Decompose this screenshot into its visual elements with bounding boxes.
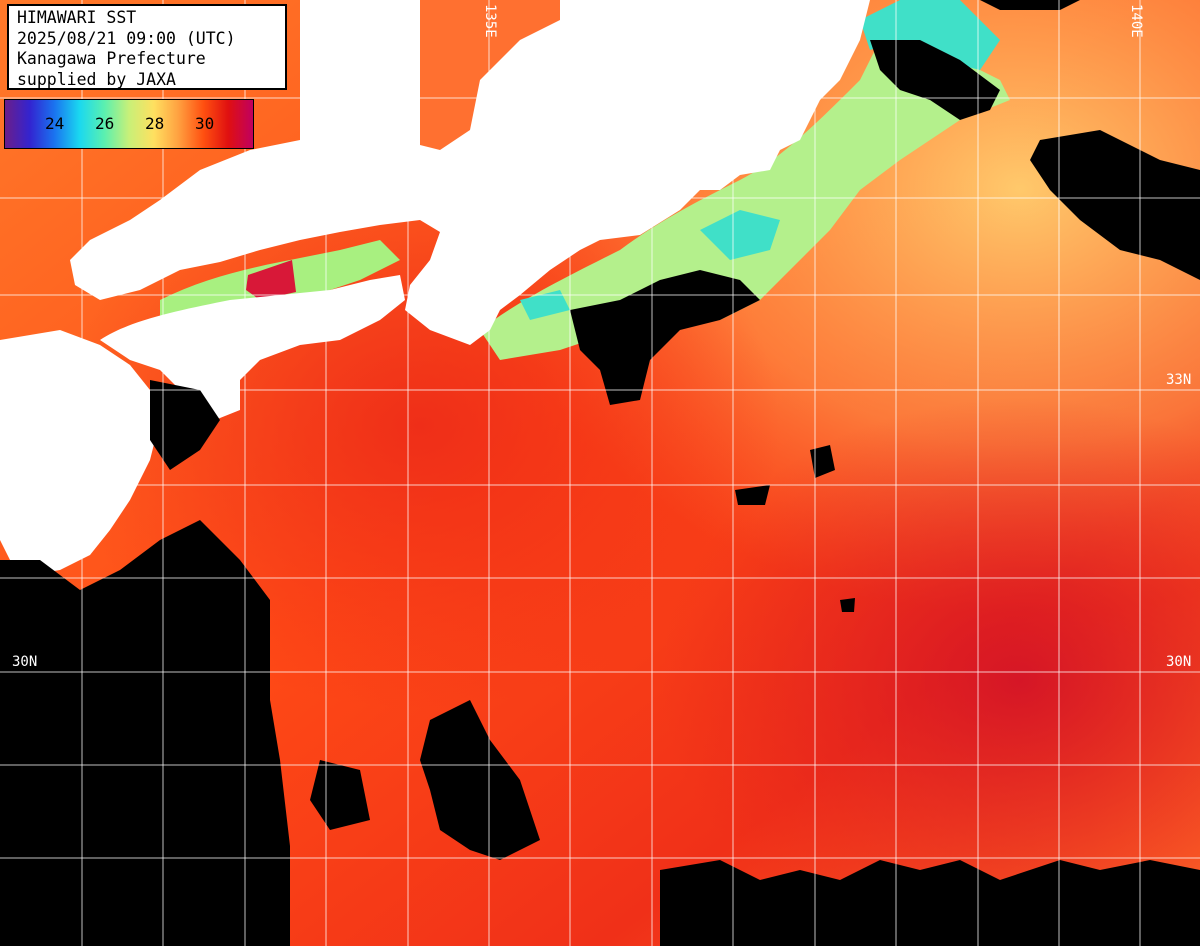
lon-label-135e: 135E [482,4,498,38]
sst-color-legend: 24 26 28 30 [4,99,254,149]
legend-tick-28: 28 [145,114,165,133]
cloud-mask-central-south [310,700,540,860]
observation-datetime: 2025/08/21 09:00 (UTC) [17,28,236,48]
lat-label-30n-left: 30N [12,654,38,670]
cloud-mask-ne [870,0,1200,280]
legend-tick-24: 24 [45,114,65,133]
cloud-mask-kii [570,270,760,405]
lat-label-33n-right: 33N [1166,372,1192,388]
land-kii-peninsula [470,230,540,310]
region-label: Kanagawa Prefecture [17,49,206,68]
cloud-mask-south [660,860,1200,946]
cloud-mask-small-1 [735,445,855,612]
inland-sea-hot [246,260,296,300]
map-info-box: HIMAWARI SST 2025/08/21 09:00 (UTC) Kana… [7,4,287,90]
land-honshu-north [300,0,420,150]
cloud-mask-west [0,520,290,946]
legend-tick-26: 26 [95,114,115,133]
coastal-cool-water [480,20,1010,360]
land-honshu-coast-gap [420,0,560,150]
lat-label-33n-left: 33N [12,372,38,388]
land-shikoku [100,275,405,420]
land-kyushu [0,330,160,575]
cold-water-patch [520,0,1000,320]
lon-label-140e: 140E [1128,4,1144,38]
data-credit: supplied by JAXA [17,69,176,89]
cloud-mask-kyushu-east [150,380,220,470]
map-title: HIMAWARI SST [17,8,137,27]
lat-label-30n-right: 30N [1166,654,1192,670]
legend-tick-30: 30 [195,114,215,133]
